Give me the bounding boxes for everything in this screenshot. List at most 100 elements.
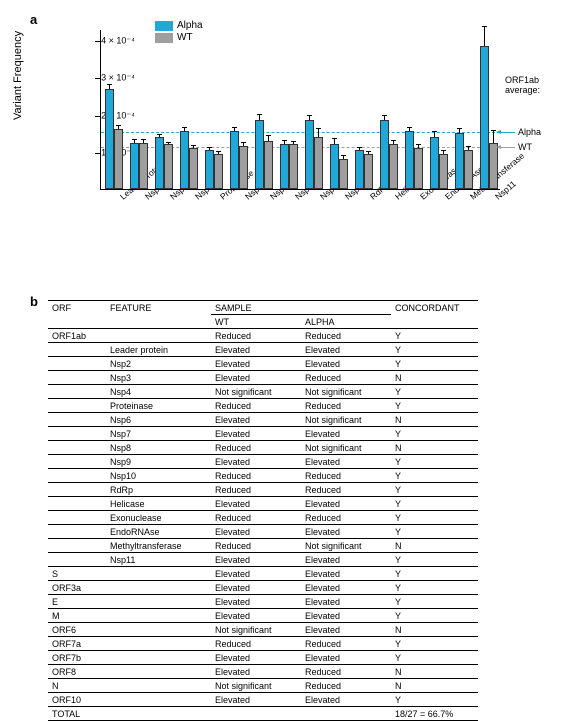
- table-cell: Elevated: [301, 623, 391, 637]
- table-cell: [48, 539, 106, 553]
- table-row: RdRpReducedReducedY: [48, 483, 478, 497]
- table-cell: Elevated: [211, 413, 301, 427]
- table-cell: Y: [391, 637, 478, 651]
- table-cell: Elevated: [211, 497, 301, 511]
- table-cell: Nsp4: [106, 385, 211, 399]
- table-cell: Elevated: [301, 651, 391, 665]
- variant-frequency-chart: Alpha WT Variant Frequency 1 × 10⁻⁴2 × 1…: [60, 20, 500, 250]
- table-cell: Y: [391, 455, 478, 469]
- table-row: TOTAL18/27 = 66.7%: [48, 707, 478, 721]
- table-cell: Helicase: [106, 497, 211, 511]
- table-cell: [106, 665, 211, 679]
- table-cell: Elevated: [301, 455, 391, 469]
- table-cell: Elevated: [211, 343, 301, 357]
- table-cell: Nsp3: [106, 371, 211, 385]
- xlabel: Exonuclease: [418, 194, 424, 202]
- chart-ylabel: Variant Frequency: [12, 31, 24, 120]
- table-row: EElevatedElevatedY: [48, 595, 478, 609]
- panel-b-label: b: [30, 294, 38, 309]
- table-cell: Not significant: [301, 441, 391, 455]
- table-cell: Reduced: [211, 399, 301, 413]
- table-cell: Elevated: [211, 567, 301, 581]
- table-cell: Reduced: [301, 469, 391, 483]
- chart-plot-area: 1 × 10⁻⁴2 × 10⁻⁴3 × 10⁻⁴4 × 10⁻⁴Leader p…: [100, 30, 500, 190]
- xlabel: EndoRNAse: [443, 194, 449, 202]
- avg-annotation-title: ORF1ab average:: [505, 75, 540, 95]
- table-row: MElevatedElevatedY: [48, 609, 478, 623]
- table-row: Nsp4Not significantNot significantY: [48, 385, 478, 399]
- table-row: MethyltransferaseReducedNot significantN: [48, 539, 478, 553]
- table-cell: [106, 329, 211, 343]
- bar: [305, 120, 314, 189]
- table-cell: [211, 707, 301, 721]
- xlabel: Nsp9: [318, 194, 324, 202]
- table-cell: [106, 707, 211, 721]
- table-cell: [106, 595, 211, 609]
- table-cell: Exonuclease: [106, 511, 211, 525]
- table-cell: [301, 707, 391, 721]
- table-cell: Elevated: [211, 581, 301, 595]
- table-row: SElevatedElevatedY: [48, 567, 478, 581]
- table-cell: Reduced: [211, 637, 301, 651]
- bar: [105, 89, 114, 189]
- bar: [180, 131, 189, 189]
- table-cell: [106, 637, 211, 651]
- bar: [405, 131, 414, 189]
- table-cell: Y: [391, 357, 478, 371]
- table-cell: Not significant: [211, 679, 301, 693]
- bar: [314, 137, 323, 189]
- table-cell: [106, 567, 211, 581]
- table-cell: N: [391, 679, 478, 693]
- table-cell: Reduced: [211, 539, 301, 553]
- table-row: Nsp2ElevatedElevatedY: [48, 357, 478, 371]
- table-cell: Not significant: [301, 385, 391, 399]
- bar: [114, 129, 123, 189]
- table-cell: Nsp6: [106, 413, 211, 427]
- table-cell: Elevated: [301, 581, 391, 595]
- table-cell: ORF7a: [48, 637, 106, 651]
- table-cell: Elevated: [301, 553, 391, 567]
- table-cell: Reduced: [301, 399, 391, 413]
- avg-label-alpha: Alpha: [518, 127, 541, 137]
- table-cell: [48, 525, 106, 539]
- table-cell: Not significant: [301, 413, 391, 427]
- bar: [464, 150, 473, 189]
- table-cell: Elevated: [211, 525, 301, 539]
- table-row: Nsp10ReducedReducedY: [48, 469, 478, 483]
- ytick-label: 3 × 10⁻⁴: [101, 73, 135, 84]
- xlabel: Nsp4: [193, 194, 199, 202]
- table-cell: Proteinase: [106, 399, 211, 413]
- xlabel: Nsp10: [343, 194, 349, 202]
- xlabel: Helicase: [393, 194, 399, 202]
- table-cell: Elevated: [301, 567, 391, 581]
- bar: [164, 144, 173, 189]
- avg-arrow-wt: [501, 147, 515, 148]
- table-cell: Elevated: [301, 427, 391, 441]
- bar: [414, 148, 423, 189]
- table-cell: [106, 651, 211, 665]
- table-cell: Reduced: [211, 469, 301, 483]
- bar: [380, 120, 389, 189]
- bar: [480, 46, 489, 189]
- concordance-table: ORF FEATURE SAMPLE CONCORDANT WT ALPHA O…: [48, 300, 478, 721]
- table-cell: Reduced: [301, 637, 391, 651]
- table-row: ORF1abReducedReducedY: [48, 329, 478, 343]
- xlabel: Nsp2: [143, 194, 149, 202]
- table-cell: Y: [391, 581, 478, 595]
- table-cell: Elevated: [211, 455, 301, 469]
- table-cell: Elevated: [211, 595, 301, 609]
- xlabel: Nsp3: [168, 194, 174, 202]
- table-row: ProteinaseReducedReducedY: [48, 399, 478, 413]
- table-row: ORF8ElevatedReducedN: [48, 665, 478, 679]
- table-cell: N: [391, 623, 478, 637]
- table-cell: [106, 581, 211, 595]
- table-cell: S: [48, 567, 106, 581]
- table-cell: [48, 483, 106, 497]
- table-cell: [106, 679, 211, 693]
- bar: [289, 144, 298, 189]
- table-cell: ORF3a: [48, 581, 106, 595]
- ytick-label: 4 × 10⁻⁴: [101, 36, 135, 47]
- table-cell: Elevated: [301, 497, 391, 511]
- bar: [439, 154, 448, 189]
- table-cell: Y: [391, 525, 478, 539]
